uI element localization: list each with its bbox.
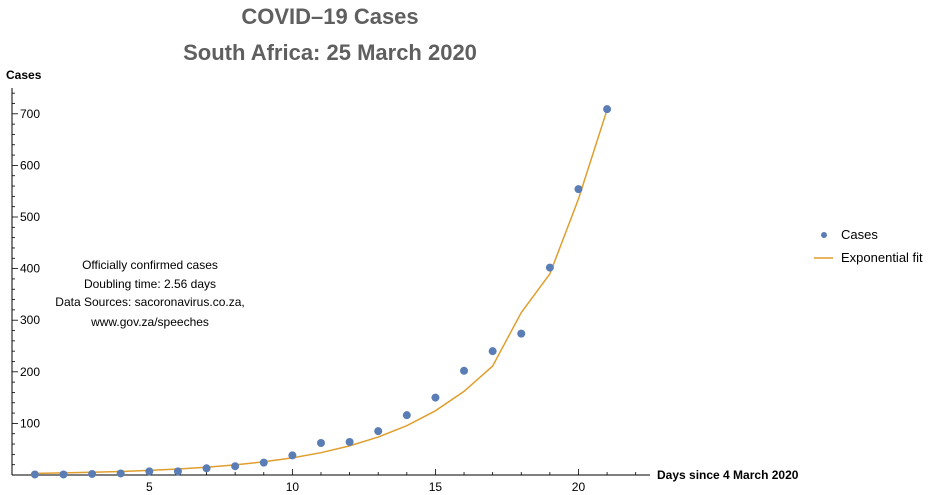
data-point xyxy=(259,458,268,467)
annotation-line-4: www.gov.za/speeches xyxy=(90,315,209,329)
data-point xyxy=(316,439,325,448)
x-tick-label: 15 xyxy=(429,480,443,494)
data-point xyxy=(30,470,39,479)
annotation: Officially confirmed cases Doubling time… xyxy=(55,258,244,329)
data-point xyxy=(517,329,526,338)
fit-line xyxy=(34,109,608,475)
y-tick-label: 500 xyxy=(20,210,40,224)
data-point xyxy=(288,451,297,460)
legend-label-cases: Cases xyxy=(841,227,878,242)
data-point xyxy=(431,393,440,402)
chart-subtitle: South Africa: 25 March 2020 xyxy=(183,40,477,65)
data-point xyxy=(603,105,612,114)
data-point xyxy=(202,464,211,473)
legend-label-fit: Exponential fit xyxy=(841,250,923,265)
data-point xyxy=(488,347,497,356)
y-tick-label: 700 xyxy=(20,107,40,121)
y-tick-label: 400 xyxy=(20,262,40,276)
data-point xyxy=(59,470,68,479)
x-tick-label: 5 xyxy=(146,480,153,494)
data-point xyxy=(88,469,97,478)
data-point xyxy=(545,263,554,272)
annotation-line-2: Doubling time: 2.56 days xyxy=(84,277,216,291)
annotation-line-3: Data Sources: sacoronavirus.co.za, xyxy=(55,295,244,309)
data-point xyxy=(345,437,354,446)
y-tick-label: 300 xyxy=(20,313,40,327)
y-tick-label: 200 xyxy=(20,365,40,379)
data-point xyxy=(231,462,240,471)
legend-marker-cases xyxy=(821,232,827,238)
data-point xyxy=(145,467,154,476)
y-axis-label: Cases xyxy=(6,68,42,82)
fit-line-group xyxy=(34,109,608,475)
legend: Cases Exponential fit xyxy=(814,227,923,265)
chart-title: COVID–19 Cases xyxy=(241,4,418,29)
ticks: 5 10 15 20 100 200 300 400 500 600 700 xyxy=(12,92,637,494)
y-tick-label: 100 xyxy=(20,416,40,430)
data-point xyxy=(374,427,383,436)
x-axis-label: Days since 4 March 2020 xyxy=(657,468,799,482)
data-point xyxy=(116,469,125,478)
data-point xyxy=(574,185,583,194)
data-point xyxy=(402,411,411,420)
x-tick-label: 10 xyxy=(286,480,300,494)
data-point xyxy=(173,467,182,476)
annotation-line-1: Officially confirmed cases xyxy=(82,258,218,272)
data-points xyxy=(30,105,612,479)
x-tick-label: 20 xyxy=(572,480,586,494)
data-point xyxy=(460,366,469,375)
y-tick-label: 600 xyxy=(20,158,40,172)
